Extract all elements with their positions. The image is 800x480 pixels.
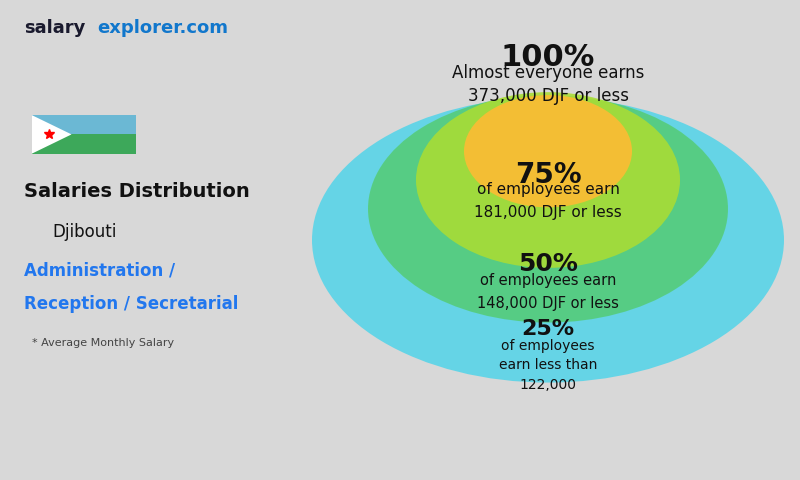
Text: of employees earn: of employees earn xyxy=(477,181,619,196)
Text: Almost everyone earns: Almost everyone earns xyxy=(452,64,644,82)
Text: explorer.com: explorer.com xyxy=(98,19,229,37)
Ellipse shape xyxy=(416,92,680,268)
Ellipse shape xyxy=(368,95,728,323)
Text: 75%: 75% xyxy=(514,161,582,189)
Ellipse shape xyxy=(464,95,632,207)
Text: 373,000 DJF or less: 373,000 DJF or less xyxy=(467,87,629,105)
Bar xyxy=(32,115,136,134)
Polygon shape xyxy=(32,115,71,154)
Text: * Average Monthly Salary: * Average Monthly Salary xyxy=(32,338,174,348)
Text: 50%: 50% xyxy=(518,252,578,276)
Ellipse shape xyxy=(312,97,784,383)
Text: Administration /: Administration / xyxy=(24,262,175,279)
Text: of employees: of employees xyxy=(502,339,594,353)
Bar xyxy=(32,115,136,154)
Text: 122,000: 122,000 xyxy=(519,378,577,392)
Text: 181,000 DJF or less: 181,000 DJF or less xyxy=(474,204,622,219)
Bar xyxy=(32,134,136,154)
Text: earn less than: earn less than xyxy=(499,359,597,372)
Text: 148,000 DJF or less: 148,000 DJF or less xyxy=(477,296,619,311)
Text: Salaries Distribution: Salaries Distribution xyxy=(24,182,250,202)
Text: salary: salary xyxy=(24,19,86,37)
Text: Reception / Secretarial: Reception / Secretarial xyxy=(24,295,238,313)
Text: 25%: 25% xyxy=(522,319,574,339)
Text: 100%: 100% xyxy=(501,43,595,72)
Text: of employees earn: of employees earn xyxy=(480,273,616,288)
Text: Djibouti: Djibouti xyxy=(52,223,116,241)
